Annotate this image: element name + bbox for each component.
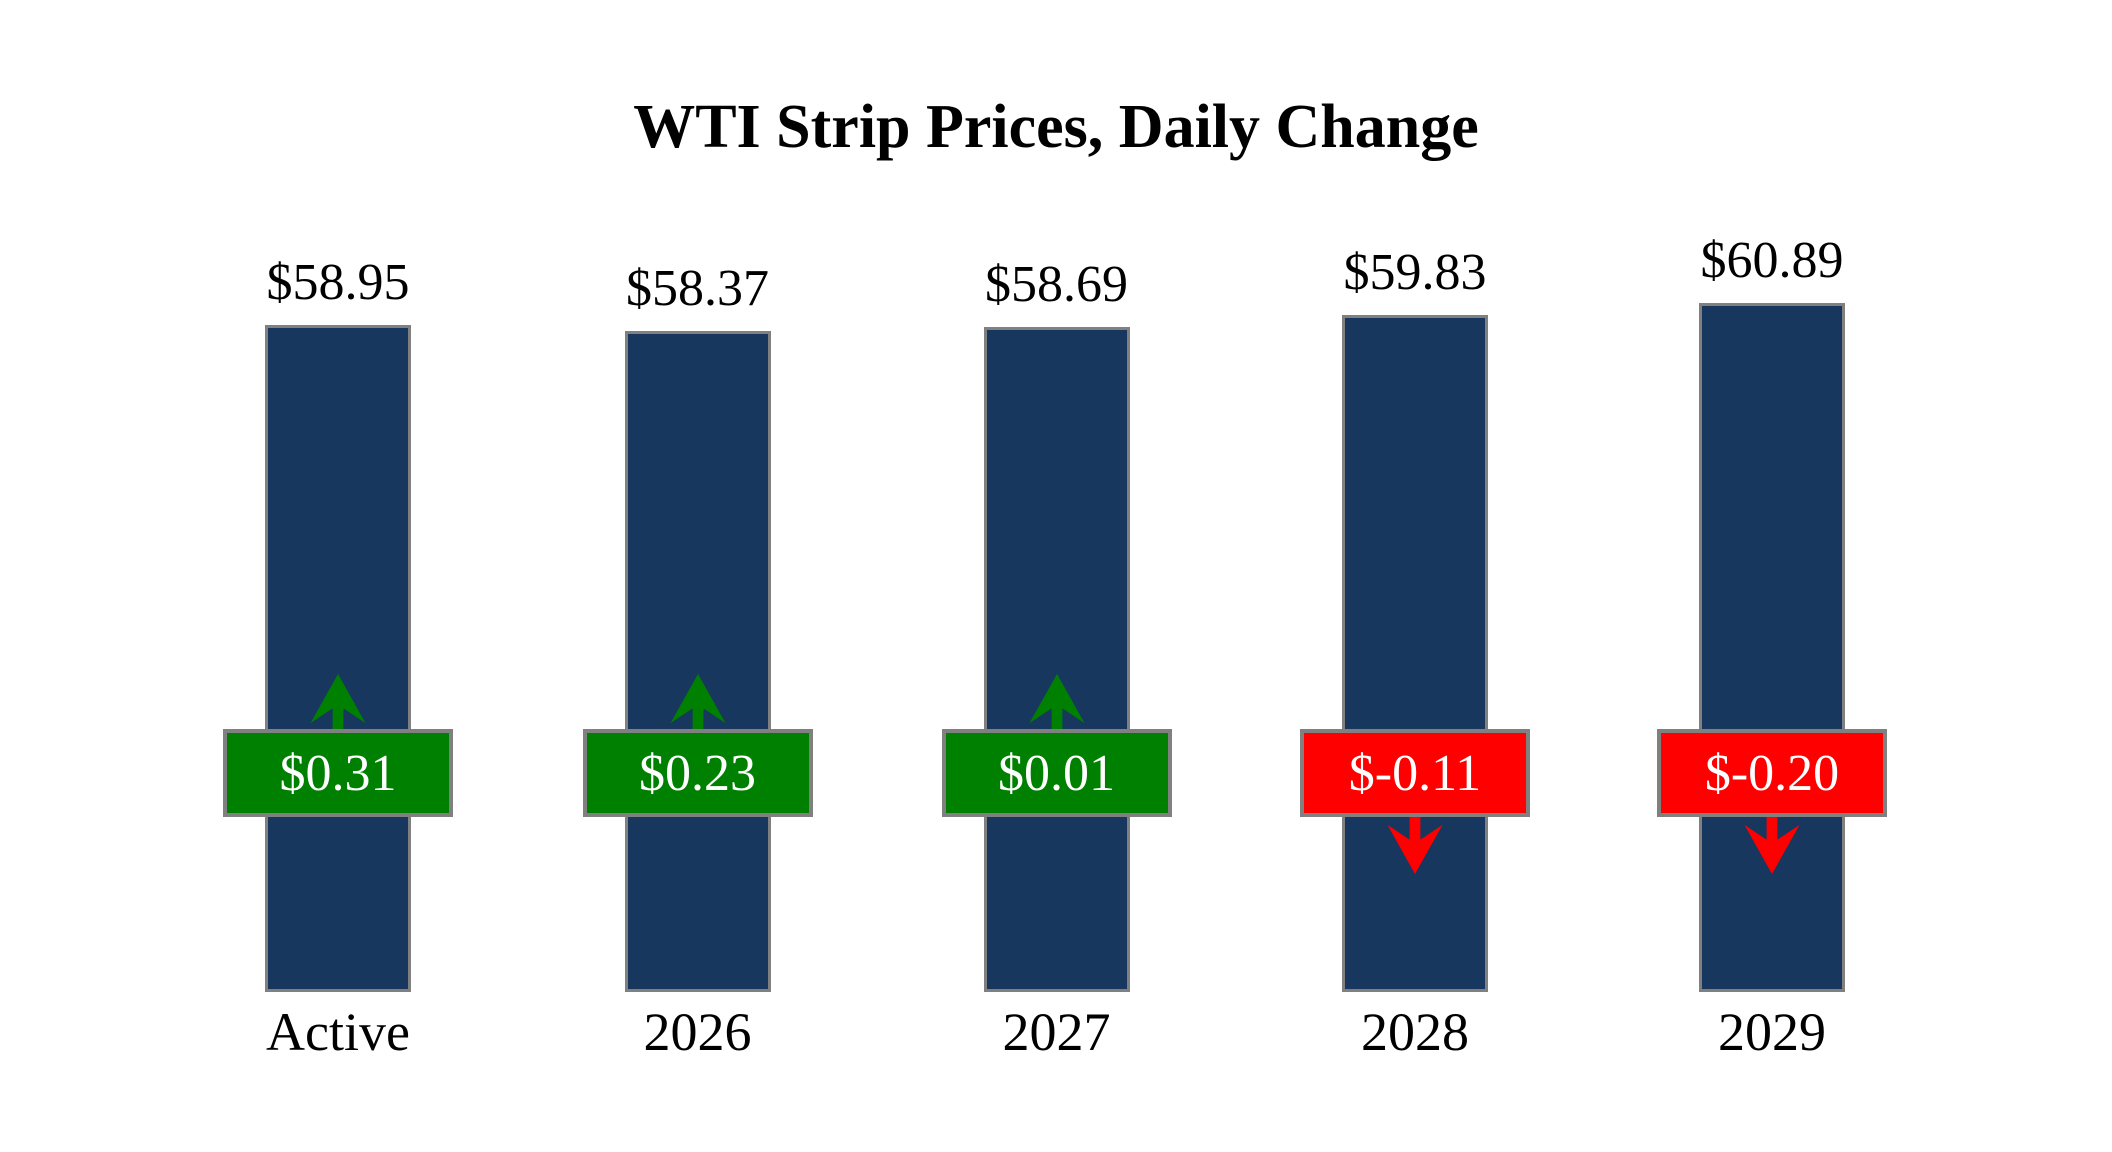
price-bar — [1342, 314, 1488, 992]
price-label: $58.37 — [626, 259, 769, 317]
up-arrow-icon — [1028, 674, 1085, 731]
price-bar — [983, 327, 1130, 992]
change-label: $-0.11 — [1348, 744, 1482, 802]
bar-group-2028: $59.83 $-0.11 2028 — [1300, 0, 1530, 1152]
price-bar — [1699, 302, 1845, 992]
bar-group-2026: $58.37 $0.23 2026 — [582, 0, 813, 1152]
change-badge: $-0.20 — [1657, 729, 1887, 817]
down-arrow-icon — [1387, 817, 1443, 874]
bar-group-2029: $60.89 $-0.20 2029 — [1657, 0, 1887, 1152]
change-badge: $-0.11 — [1300, 729, 1530, 817]
price-bar — [624, 330, 771, 992]
up-arrow-icon — [310, 674, 366, 731]
bar-group-active: $58.95 $0.31 Active — [223, 0, 453, 1152]
change-badge: $0.23 — [582, 729, 813, 817]
x-axis-label: 2028 — [1361, 1002, 1469, 1062]
x-axis-label: 2026 — [643, 1002, 752, 1062]
change-badge: $0.01 — [941, 729, 1172, 817]
bar-group-2027: $58.69 $0.01 2027 — [941, 0, 1172, 1152]
change-badge: $0.31 — [223, 729, 453, 817]
x-axis-label: Active — [266, 1002, 410, 1062]
change-label: $0.01 — [998, 744, 1115, 802]
x-axis-label: 2027 — [1002, 1002, 1111, 1062]
change-label: $0.23 — [639, 744, 756, 802]
chart-title: WTI Strip Prices, Daily Change — [633, 93, 1479, 161]
change-label: $-0.20 — [1704, 744, 1840, 802]
price-label: $58.95 — [266, 253, 410, 311]
price-label: $58.69 — [985, 256, 1128, 314]
price-label: $59.83 — [1343, 243, 1487, 301]
x-axis-label: 2029 — [1718, 1002, 1826, 1062]
up-arrow-icon — [669, 674, 726, 731]
price-label: $60.89 — [1700, 231, 1844, 289]
down-arrow-icon — [1744, 817, 1800, 874]
change-label: $0.31 — [279, 744, 397, 802]
price-bar — [265, 324, 411, 992]
